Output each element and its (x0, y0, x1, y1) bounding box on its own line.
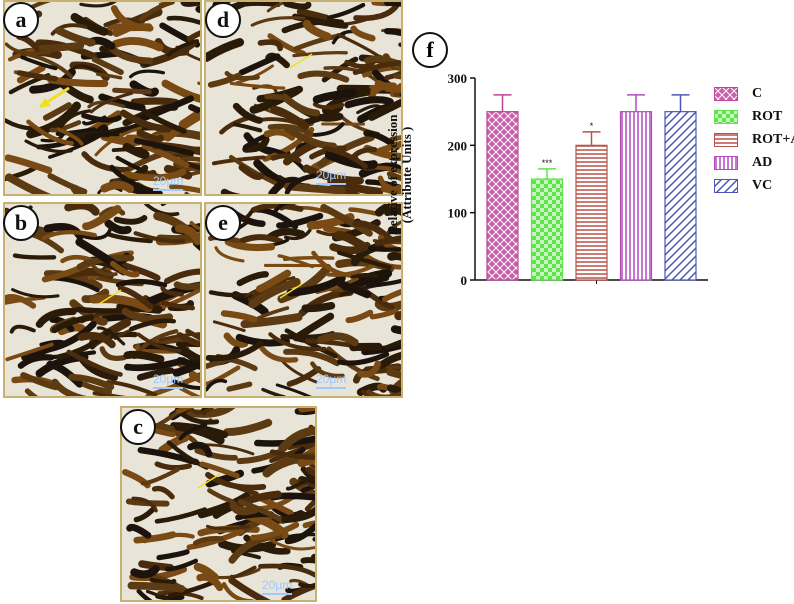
legend-label: ROT (752, 108, 783, 124)
y-tick-label: 0 (461, 273, 468, 288)
y-tick-label: 200 (448, 138, 468, 153)
micrograph-texture (206, 204, 401, 396)
panel-label-a: a (3, 2, 39, 38)
scale-label: 20µm (262, 578, 293, 592)
legend-label: AD (752, 154, 773, 170)
legend-swatch (714, 132, 738, 147)
legend-swatch (714, 178, 738, 193)
scale-label: 20µm (153, 174, 184, 188)
legend-swatch (714, 109, 738, 124)
panel-label-b: b (3, 205, 39, 241)
y-tick-label: 100 (448, 206, 468, 221)
panel-label-d: d (205, 2, 241, 38)
legend-item: VC (714, 174, 794, 197)
arrow-icon (98, 289, 122, 305)
bar-ad (619, 111, 653, 281)
scale-label: 20µm (153, 372, 184, 386)
scale-bar: 20µm (262, 578, 293, 595)
bar-vc (664, 111, 697, 281)
scale-bar: 20µm (153, 372, 184, 389)
panel-label-f: f (412, 32, 448, 68)
arrow-icon (289, 53, 313, 69)
micrograph-panel-e: 20µm (204, 202, 403, 398)
significance-marker: *** (542, 158, 553, 168)
bar-rot-ad (575, 144, 608, 281)
legend-item: C (714, 82, 794, 105)
panel-label-c: c (120, 409, 156, 445)
legend-item: ROT (714, 105, 794, 128)
legend-swatch (714, 86, 738, 101)
y-tick-label: 300 (448, 71, 468, 86)
micrograph-texture (5, 2, 200, 194)
scale-bar: 20µm (316, 372, 347, 389)
legend-label: ROT+AD (752, 131, 794, 147)
legend-label: VC (752, 177, 773, 193)
panel-label-e: e (205, 205, 241, 241)
scale-label: 20µm (316, 372, 347, 386)
arrow-icon (197, 473, 221, 489)
scale-bar: 20µm (316, 168, 347, 185)
scale-label: 20µm (316, 168, 347, 182)
scale-bar: 20µm (153, 174, 184, 191)
legend-label: C (752, 85, 763, 101)
legend-swatch (714, 155, 738, 170)
arrow-icon (279, 283, 303, 299)
micrograph-panel-a: 20µm (3, 0, 202, 196)
legend-item: ROT+AD (714, 128, 794, 151)
chart-legend: C ROT ROT+AD AD VC (714, 82, 794, 197)
y-axis-label-line1: Relative of expression (385, 114, 400, 236)
significance-marker: * (590, 121, 594, 131)
legend-item: AD (714, 151, 794, 174)
arrow-icon (39, 86, 70, 108)
bar-rot (530, 178, 564, 281)
bar-c (486, 111, 519, 281)
